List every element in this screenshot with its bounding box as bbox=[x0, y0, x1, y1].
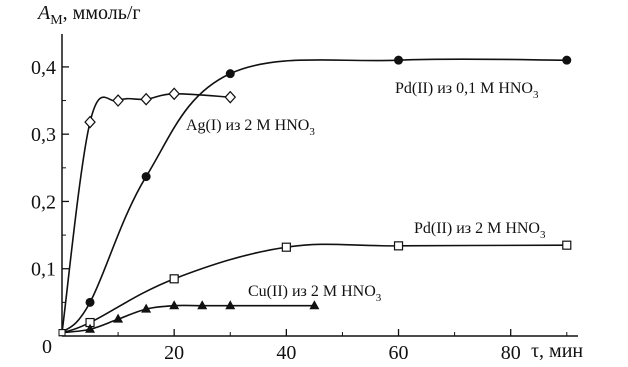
x-axis-label: τ, мин bbox=[531, 340, 584, 362]
x-tick-label: 80 bbox=[501, 342, 521, 364]
series-markers bbox=[58, 55, 572, 337]
series-line bbox=[61, 304, 315, 334]
data-point-filled-circle bbox=[141, 172, 151, 182]
data-point-filled-triangle bbox=[85, 323, 96, 333]
y-axis-label: AМ, ммоль/г bbox=[38, 2, 141, 29]
series-label: Pd(II) из 2 M HNO3 bbox=[414, 220, 546, 241]
y-axis-unit: , ммоль/г bbox=[62, 2, 141, 24]
series-label: Ag(I) из 2 M HNO3 bbox=[186, 117, 315, 138]
data-point-open-diamond bbox=[112, 94, 124, 107]
data-point-open-square bbox=[169, 274, 179, 284]
series-label: Cu(II) из 2 M HNO3 bbox=[248, 283, 382, 304]
data-point-filled-circle bbox=[562, 55, 572, 65]
data-point-open-square bbox=[393, 241, 404, 251]
data-point-filled-circle bbox=[85, 297, 95, 307]
data-point-open-diamond bbox=[140, 92, 152, 106]
data-point-open-diamond bbox=[84, 115, 96, 129]
y-tick-label: 0,1 bbox=[31, 259, 56, 281]
x-tick-label: 20 bbox=[164, 342, 184, 364]
series-labels: Pd(II) из 0,1 M HNO3 Ag(I) из 2 M HNO3 Pd(… bbox=[186, 80, 546, 304]
x-tick-label: 40 bbox=[276, 342, 296, 364]
origin-label: 0 bbox=[42, 336, 52, 358]
data-point-filled-triangle bbox=[309, 300, 320, 310]
y-axis-symbol: A bbox=[38, 2, 51, 24]
data-point-filled-triangle bbox=[197, 300, 208, 310]
data-point-filled-triangle bbox=[225, 300, 236, 310]
data-point-open-diamond bbox=[168, 87, 180, 101]
data-point-filled-circle bbox=[394, 55, 404, 65]
y-tick-label: 0,3 bbox=[31, 124, 56, 146]
y-tick-label: 0,2 bbox=[31, 191, 56, 213]
x-tick-label: 60 bbox=[389, 342, 409, 364]
data-point-filled-triangle bbox=[113, 313, 124, 323]
data-point-filled-triangle bbox=[169, 300, 180, 310]
axes: 0,1 0,2 0,3 0,4 20 40 60 80 0 bbox=[31, 34, 578, 364]
origin-marker bbox=[58, 329, 66, 337]
data-point-filled-circle bbox=[225, 69, 235, 79]
data-point-open-square bbox=[562, 240, 572, 250]
series-label: Pd(II) из 0,1 M HNO3 bbox=[395, 80, 539, 101]
data-point-open-square bbox=[281, 242, 291, 252]
y-axis-symbol-subscript: М bbox=[50, 13, 63, 28]
data-point-filled-triangle bbox=[141, 303, 152, 313]
data-point-open-diamond bbox=[224, 90, 237, 104]
y-tick-label: 0,4 bbox=[31, 57, 56, 79]
